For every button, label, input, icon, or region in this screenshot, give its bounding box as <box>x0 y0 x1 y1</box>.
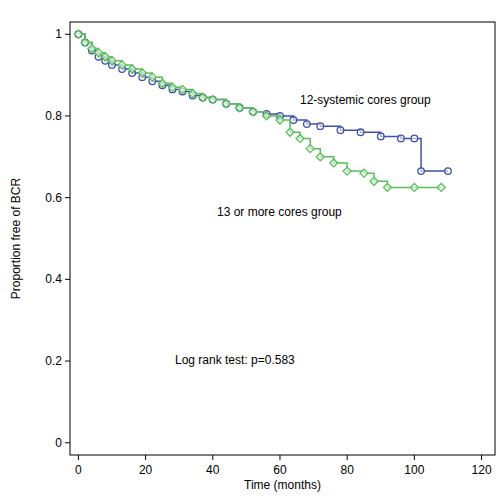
marker <box>370 177 378 185</box>
marker <box>101 53 109 61</box>
marker <box>168 83 176 91</box>
marker <box>222 100 230 108</box>
marker <box>296 134 304 142</box>
x-tick-label: 120 <box>472 463 492 477</box>
marker <box>360 169 368 177</box>
marker <box>209 96 216 103</box>
marker <box>316 153 324 161</box>
marker <box>304 121 311 128</box>
marker <box>383 183 391 191</box>
marker <box>418 168 425 175</box>
x-axis-label: Time (months) <box>244 478 321 492</box>
marker <box>88 45 96 53</box>
marker <box>276 116 284 124</box>
x-tick <box>347 455 348 460</box>
plot-area <box>74 30 451 191</box>
marker <box>445 168 452 175</box>
marker <box>317 123 324 130</box>
y-tick <box>65 361 70 362</box>
y-tick <box>65 197 70 198</box>
marker <box>108 57 116 65</box>
marker <box>306 145 314 153</box>
marker <box>81 38 89 46</box>
marker <box>411 135 418 142</box>
y-tick-label: 0.6 <box>45 191 62 205</box>
y-tick-label: 0.4 <box>45 272 62 286</box>
series-label: 13 or more cores group <box>217 205 342 219</box>
marker <box>199 94 207 102</box>
x-tick <box>212 455 213 460</box>
marker <box>236 104 243 111</box>
plot-frame <box>70 22 495 455</box>
series-line <box>78 34 441 187</box>
y-tick <box>65 279 70 280</box>
marker <box>437 183 445 191</box>
x-tick <box>145 455 146 460</box>
y-tick-label: 0.8 <box>45 109 62 123</box>
x-tick <box>279 455 280 460</box>
series-label: 12-systemic cores group <box>300 93 431 107</box>
x-tick-label: 60 <box>273 463 287 477</box>
marker <box>250 109 257 116</box>
marker <box>138 69 146 77</box>
marker <box>377 133 384 140</box>
marker <box>74 30 82 38</box>
marker <box>158 79 166 87</box>
y-tick-label: 0.2 <box>45 354 62 368</box>
y-tick-label: 1 <box>55 27 62 41</box>
marker <box>82 39 89 46</box>
marker <box>209 96 217 104</box>
marker <box>75 31 82 38</box>
marker <box>249 108 257 116</box>
x-tick-label: 20 <box>139 463 153 477</box>
x-tick-label: 0 <box>75 463 82 477</box>
marker <box>128 65 136 73</box>
marker <box>179 85 187 93</box>
series-line <box>78 34 448 171</box>
chart: 0 20 40 60 80 100 120 0 0.2 0.4 0.6 0.8 1 Time (month… <box>0 0 500 498</box>
marker <box>337 127 344 134</box>
marker <box>290 117 297 124</box>
marker <box>398 135 405 142</box>
marker <box>236 104 244 112</box>
x-tick <box>414 455 415 460</box>
y-tick <box>65 442 70 443</box>
marker <box>189 89 197 97</box>
marker <box>95 49 103 57</box>
x-tick <box>481 455 482 460</box>
y-tick-label: 0 <box>55 436 62 450</box>
x-tick-label: 40 <box>206 463 220 477</box>
marker <box>263 112 271 120</box>
x-tick-label: 80 <box>340 463 354 477</box>
marker <box>286 128 294 136</box>
y-axis-label: Proportion free of BCR <box>9 177 23 299</box>
x-tick <box>78 455 79 460</box>
marker <box>223 100 230 107</box>
y-tick <box>65 115 70 116</box>
annotation: Log rank test: p=0.583 <box>175 353 295 367</box>
marker <box>343 167 351 175</box>
marker <box>199 94 206 101</box>
marker <box>118 61 126 69</box>
x-tick-label: 100 <box>404 463 424 477</box>
marker <box>410 183 418 191</box>
marker <box>330 159 338 167</box>
marker <box>148 73 156 81</box>
marker <box>357 129 364 136</box>
y-tick <box>65 34 70 35</box>
